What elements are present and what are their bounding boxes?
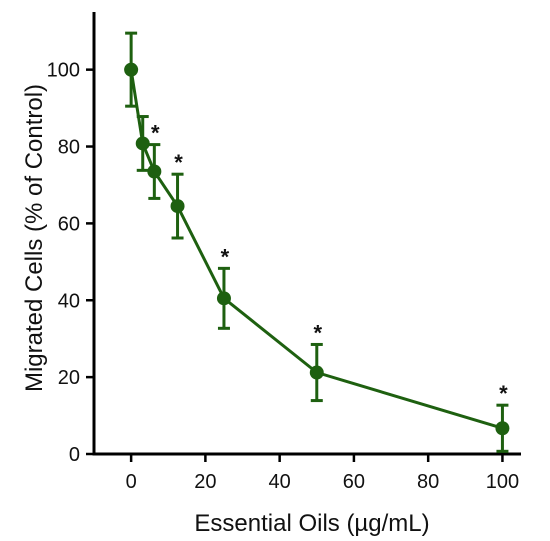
x-tick-label: 60 (343, 471, 365, 493)
significance-marker: * (499, 381, 508, 406)
data-point (147, 164, 162, 179)
significance-marker: * (174, 150, 183, 175)
y-axis-title: Migrated Cells (% of Control) (21, 84, 48, 392)
y-tick-label: 0 (69, 444, 80, 466)
x-tick-label: 40 (269, 471, 291, 493)
y-tick-label: 100 (47, 60, 80, 82)
y-tick-label: 80 (58, 137, 80, 159)
x-tick-label: 0 (126, 471, 137, 493)
significance-marker: * (151, 121, 160, 146)
y-tick-label: 20 (58, 367, 80, 389)
significance-marker: * (314, 320, 323, 345)
x-tick-label: 80 (417, 471, 439, 493)
data-series: * * * * * (124, 31, 510, 453)
data-point (216, 291, 231, 306)
data-point (309, 365, 324, 380)
significance-marker: * (221, 244, 230, 269)
data-point (124, 62, 139, 77)
y-tick-label: 40 (58, 290, 80, 312)
y-tick-label: 60 (58, 213, 80, 235)
data-point (170, 199, 185, 214)
x-tick-label: 100 (486, 471, 519, 493)
data-point (135, 136, 150, 151)
x-tick-label: 20 (194, 471, 216, 493)
data-point (495, 421, 510, 436)
axes: 0 20 40 60 80 100 0 20 40 60 80 100 (47, 12, 521, 493)
x-axis-title: Essential Oils (µg/mL) (194, 510, 429, 537)
